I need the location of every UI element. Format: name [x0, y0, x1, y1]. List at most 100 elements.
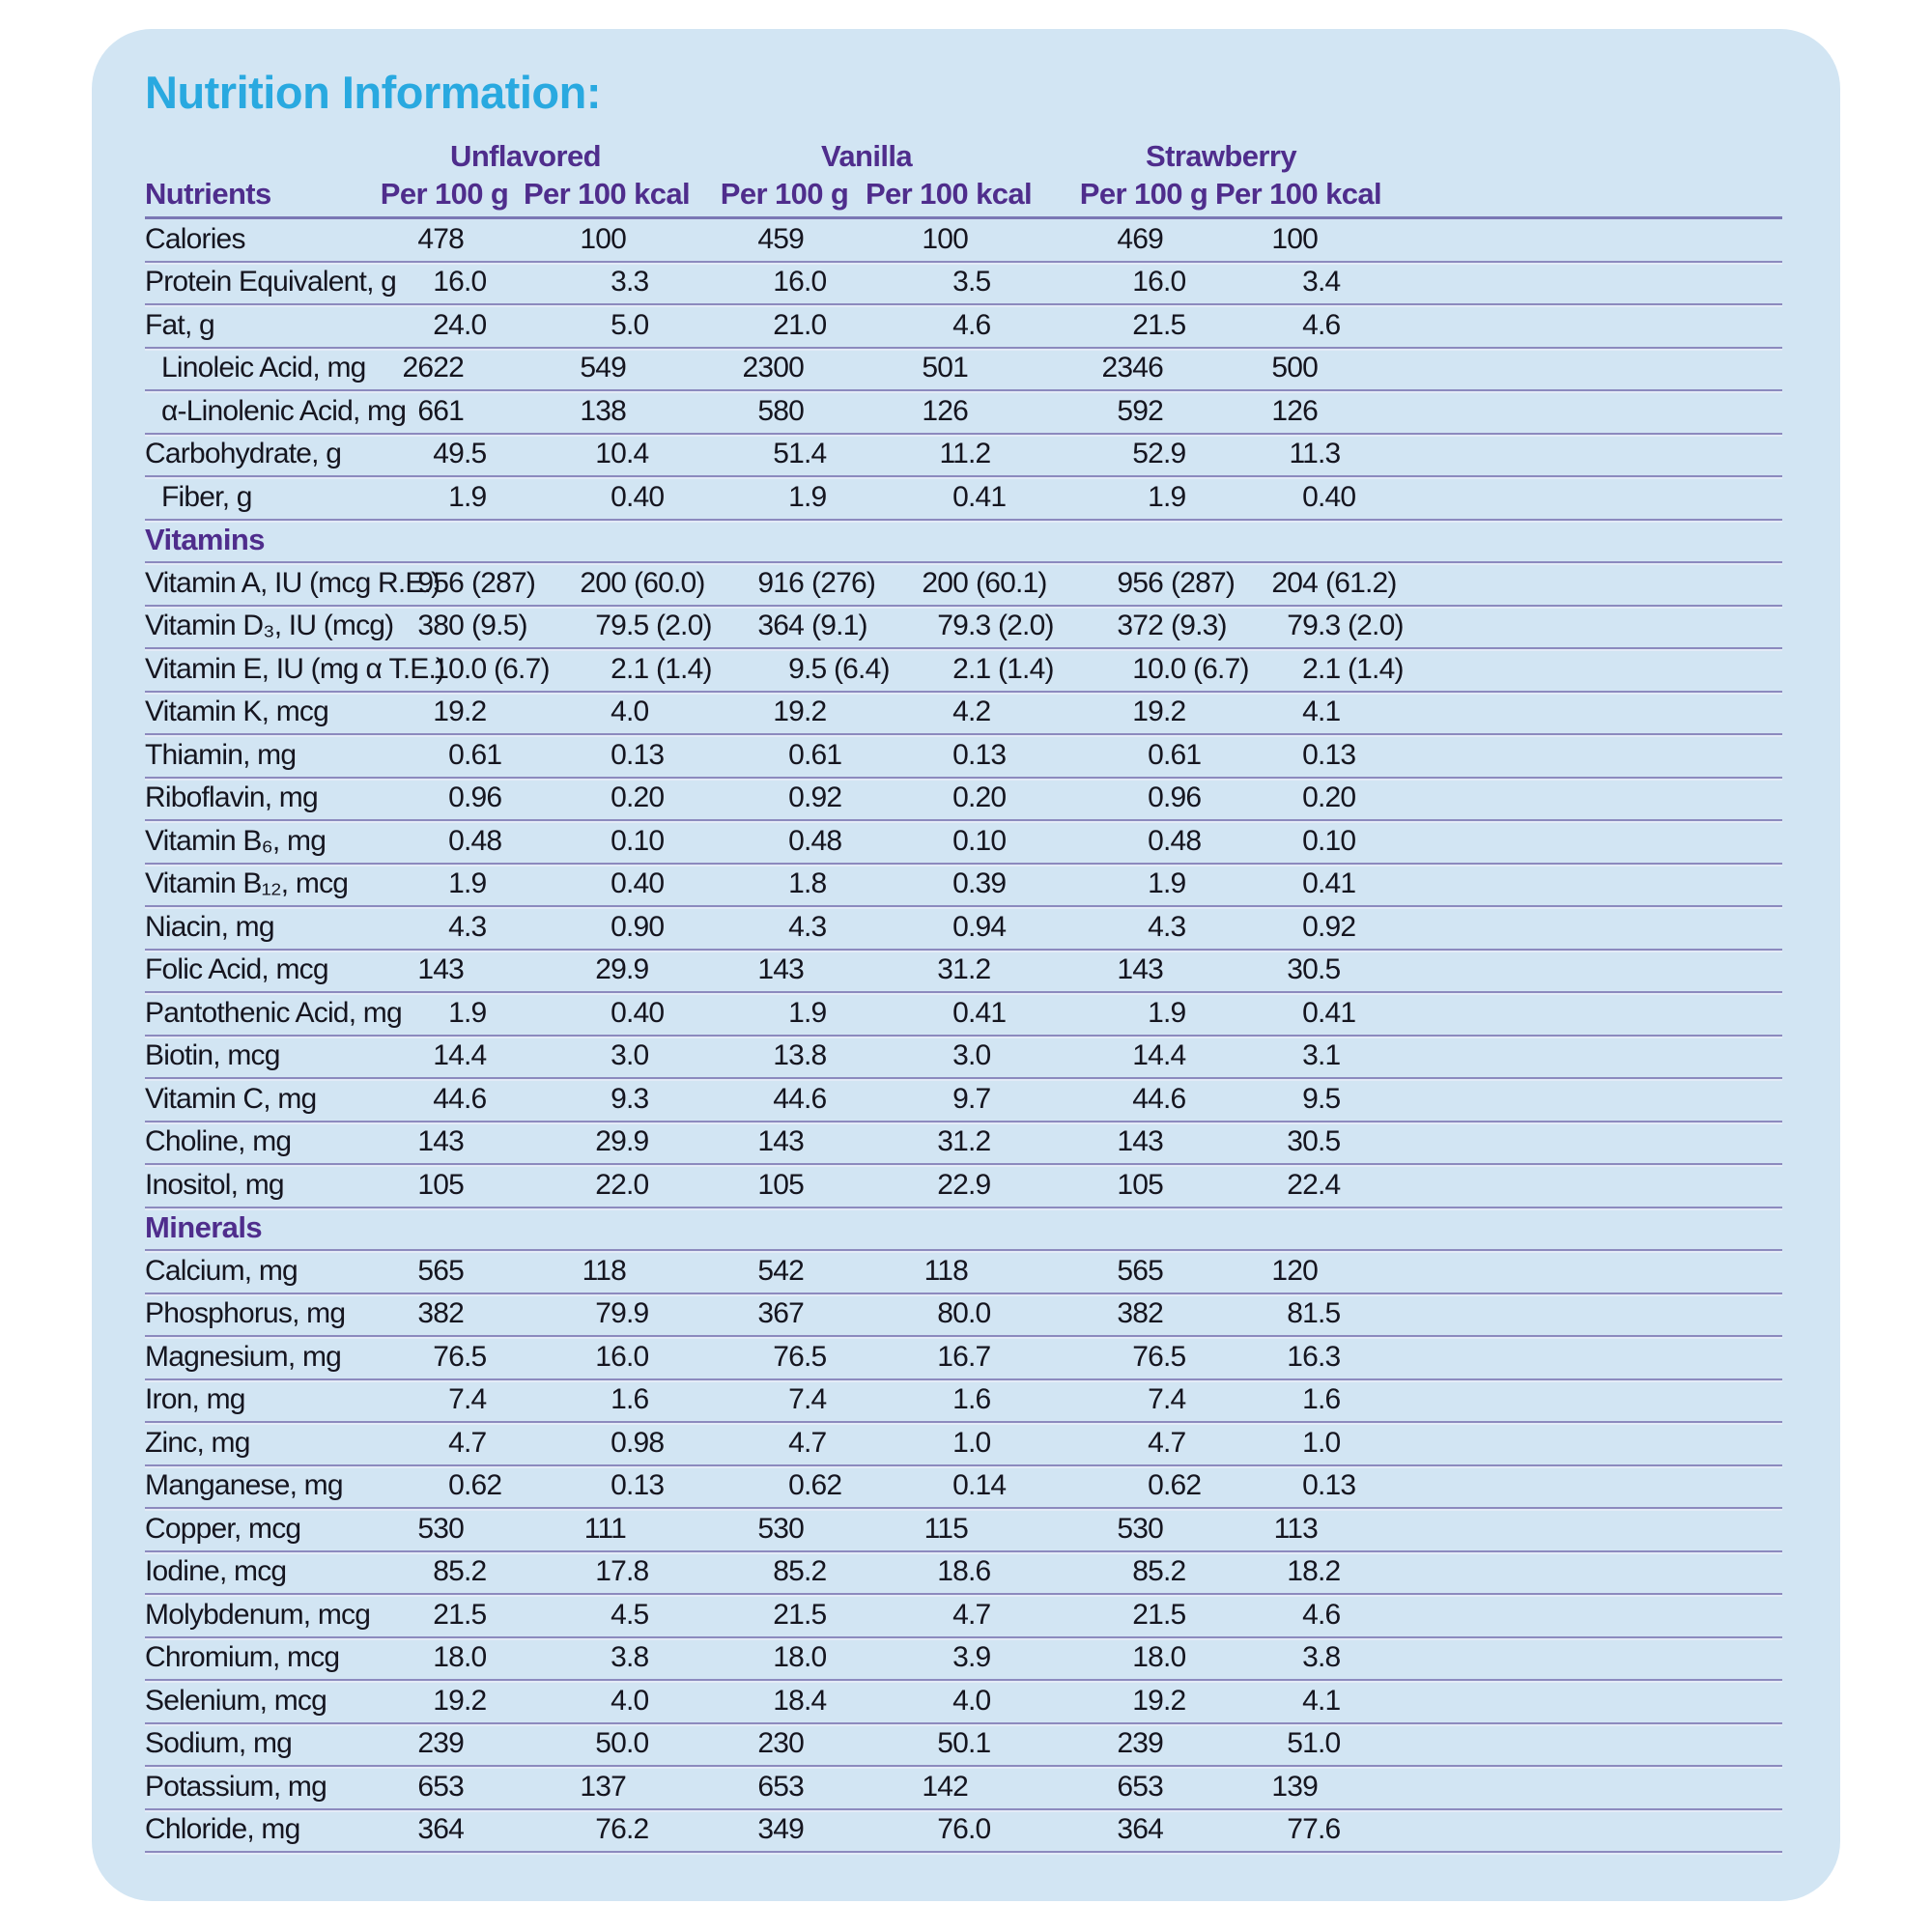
- nutrient-label: Vitamin B₆, mg: [145, 824, 327, 857]
- value-cell: 113: [1173, 1514, 1426, 1544]
- value-cell: 44.6: [1018, 1084, 1271, 1114]
- value-cell: 4.2: [823, 697, 1076, 726]
- value-integer-part: 4: [1148, 910, 1164, 943]
- nutrient-label: Calcium, mg: [145, 1254, 298, 1287]
- value-integer-part: 0: [448, 738, 465, 771]
- value-cell: 80.0: [823, 1299, 1076, 1328]
- value-integer-part: 4: [788, 1426, 805, 1459]
- value-integer-part: 4: [952, 696, 969, 727]
- value-integer-part: 77: [1287, 1813, 1319, 1845]
- value-cell: 4.7: [823, 1600, 1076, 1630]
- value-integer-part: 0: [448, 781, 465, 813]
- value-integer-part: 530: [417, 1512, 464, 1545]
- value-fraction-part: .9: [1163, 867, 1186, 899]
- value-integer-part: 0: [1148, 1469, 1164, 1501]
- value-integer-part: 79: [595, 1297, 627, 1329]
- value-integer-part: 138: [580, 394, 626, 427]
- value-cell: 21.5: [659, 1598, 912, 1631]
- value-cell: 143: [659, 955, 912, 984]
- value-fraction-part: .40: [626, 867, 665, 899]
- value-integer-part: 118: [923, 1254, 969, 1287]
- value-fraction-part: .2: [1318, 1555, 1341, 1587]
- value-integer-part: 0: [1302, 781, 1319, 813]
- value-fraction-part: .6: [968, 1555, 991, 1587]
- value-fraction-part: .5: [804, 1598, 827, 1631]
- value-cell: 126: [1173, 396, 1426, 426]
- value-integer-part: 22: [595, 1168, 627, 1201]
- value-cell: 0.41: [1173, 869, 1426, 898]
- nutrient-label: Inositol, mg: [145, 1168, 285, 1201]
- value-cell: 2622: [319, 354, 572, 383]
- value-cell: 4.7: [319, 1428, 572, 1458]
- value-integer-part: 85: [773, 1555, 805, 1587]
- value-integer-part: 29: [595, 953, 627, 985]
- value-cell: 500: [1173, 354, 1426, 383]
- value-fraction-part: [1318, 1257, 1426, 1286]
- value-cell: 0.48: [659, 826, 912, 856]
- value-cell: 3.3: [481, 268, 734, 297]
- value-cell: 143: [319, 955, 572, 984]
- value-integer-part: 80: [937, 1297, 969, 1329]
- value-cell: 0.90: [481, 912, 734, 942]
- value-integer-part: 1: [952, 1426, 969, 1459]
- value-cell: 10.0 (6.7): [1018, 652, 1271, 685]
- value-cell: 9.3: [481, 1084, 734, 1114]
- value-cell: 382: [1018, 1299, 1271, 1328]
- value-integer-part: 364: [1117, 1813, 1163, 1845]
- value-fraction-part: .2: [464, 1555, 487, 1587]
- value-integer-part: 653: [417, 1770, 464, 1803]
- nutrient-row: Iodine, mcg 85.2 17.8 85.2 18.6 85.2 18.2: [145, 1552, 1782, 1597]
- nutrient-row: Inositol, mg 105 22.0 105 22.9 105 22.4: [145, 1165, 1782, 1209]
- value-cell: 0.61: [1018, 740, 1271, 770]
- value-integer-part: 2346: [1101, 352, 1163, 384]
- value-fraction-part: .0: [804, 1641, 827, 1673]
- value-integer-part: 9: [1302, 1082, 1319, 1115]
- value-cell: 0.13: [1173, 740, 1426, 770]
- value-fraction-part: .0: [804, 266, 827, 298]
- value-integer-part: 4: [788, 910, 805, 943]
- value-cell: 372 (9.3): [1018, 611, 1279, 640]
- value-fraction-part: .5: [804, 1340, 827, 1373]
- value-cell: 1.6: [1173, 1385, 1426, 1414]
- value-cell: 0.13: [481, 1471, 734, 1500]
- value-fraction-part: .48: [1163, 824, 1202, 857]
- nutrient-row: Linoleic Acid, mg 2622 549 2300 501 2346 500: [145, 349, 1782, 393]
- nutrient-row: Calcium, mg 565 118 542 118 565 120: [145, 1251, 1782, 1295]
- value-cell: 100: [481, 224, 734, 254]
- value-cell: 7.4: [659, 1385, 912, 1414]
- nutrient-row: Fat, g 24.0 5.0 21.0 4.6 21.5 4.6: [145, 305, 1782, 350]
- nutrient-label: Iodine, mcg: [145, 1555, 287, 1587]
- value-cell: 542: [659, 1256, 912, 1286]
- value-integer-part: 19: [1132, 696, 1164, 727]
- value-integer-part: 21: [773, 1598, 805, 1631]
- value-cell: 21.5: [1018, 310, 1271, 340]
- value-integer-part: 10: [1132, 652, 1164, 685]
- value-integer-part: 1: [1148, 867, 1164, 899]
- value-integer-part: 18: [1132, 1641, 1164, 1673]
- value-fraction-part: .4: [464, 1383, 487, 1415]
- value-cell: 0.48: [1018, 824, 1271, 857]
- value-fraction-part: .10: [626, 824, 665, 857]
- nutrient-row: Choline, mg 143 29.9 143 31.2 143 30.5: [145, 1122, 1782, 1167]
- nutrient-label: Vitamin A, IU (mcg R.E.): [145, 566, 440, 599]
- value-integer-part: 14: [1132, 1039, 1164, 1071]
- value-integer-part: 3: [952, 1039, 969, 1071]
- value-fraction-part: .2: [1163, 1684, 1186, 1717]
- value-cell: 0.40: [481, 998, 734, 1028]
- nutrient-row: Vitamin E, IU (mg α T.E.) 10.0 (6.7) 2.1 (…: [145, 649, 1782, 694]
- value-fraction-part: .0: [464, 1641, 487, 1673]
- value-fraction-part: .61: [464, 738, 502, 771]
- value-integer-part: 3: [611, 1039, 627, 1071]
- value-fraction-part: .8: [804, 867, 827, 899]
- value-fraction-part: .1: [968, 1727, 991, 1759]
- per-100kcal-column-header: Per 100 kcal: [523, 177, 691, 211]
- value-cell: 143: [1018, 955, 1271, 984]
- value-fraction-part: .9: [968, 1641, 991, 1673]
- value-fraction-part: .41: [968, 996, 1007, 1029]
- nutrient-row: Niacin, mg 4.3 0.90 4.3 0.94 4.3 0.92: [145, 907, 1782, 952]
- value-integer-part: 4: [1302, 1684, 1319, 1717]
- value-integer-part: 0: [448, 1469, 465, 1501]
- nutrient-row: Thiamin, mg 0.61 0.13 0.61 0.13 0.61 0.13: [145, 735, 1782, 780]
- value-fraction-part: .92: [804, 781, 842, 813]
- value-fraction-part: .3: [464, 910, 487, 943]
